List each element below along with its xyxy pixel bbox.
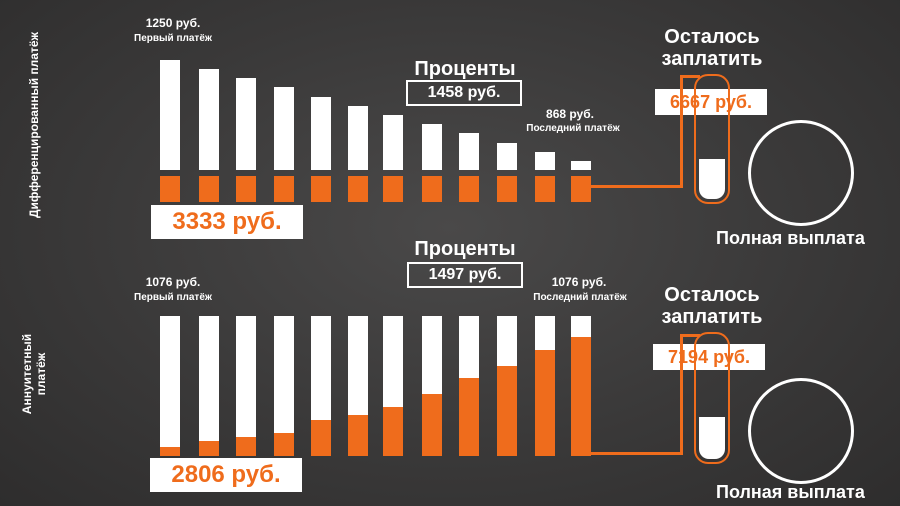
bottom-principal-bar <box>160 447 180 456</box>
top-last-payment-value: 868 руб. <box>546 107 594 121</box>
annuity-section-label: Аннуитетный платёж <box>20 333 48 415</box>
top-connector-h1 <box>590 185 682 188</box>
top-last-payment-label: Последний платёж <box>526 123 620 134</box>
bottom-principal-bar <box>383 407 403 456</box>
top-principal-bar <box>348 176 368 202</box>
bottom-principal-bar <box>571 336 591 456</box>
bottom-principal-bar <box>199 440 219 456</box>
top-principal-bar <box>236 176 256 202</box>
top-interest-bar <box>535 151 555 170</box>
top-interest-bar <box>160 60 180 170</box>
top-remaining-title: Осталось заплатить <box>661 26 763 70</box>
bottom-interest-bar <box>348 316 368 415</box>
top-principal-badge: 3333 руб. <box>151 205 303 239</box>
top-tube-fill <box>699 159 725 199</box>
bottom-principal-bar <box>311 420 331 456</box>
top-interest-bar <box>497 142 517 170</box>
top-interest-bar <box>199 68 219 170</box>
bottom-interest-value: 1497 руб. <box>407 262 523 288</box>
top-full-payment-circle <box>748 120 854 226</box>
top-interest-bar <box>422 124 442 170</box>
top-interest-bar <box>459 133 479 170</box>
bottom-remaining-tube <box>694 332 730 464</box>
bottom-principal-bar <box>422 394 442 456</box>
bottom-interest-bar <box>535 316 555 351</box>
top-full-payment-label: Полная выплата <box>716 228 865 248</box>
top-connector-v <box>680 75 683 188</box>
top-interest-bar <box>274 87 294 170</box>
bottom-principal-bar <box>535 350 555 456</box>
bottom-interest-bar <box>160 316 180 448</box>
bottom-principal-bar <box>274 433 294 456</box>
top-principal-bar <box>199 176 219 202</box>
top-interest-bar <box>348 105 368 170</box>
bottom-first-payment-label: Первый платёж <box>134 292 212 303</box>
bottom-interest-bar <box>571 316 591 337</box>
bottom-interest-bar <box>459 316 479 379</box>
top-connector-h2 <box>680 75 700 78</box>
bottom-interest-bar <box>199 316 219 441</box>
bottom-connector-h2 <box>680 334 700 337</box>
bottom-connector-h1 <box>590 452 682 455</box>
bottom-tube-fill <box>699 417 725 459</box>
differentiated-section-label: Дифференцированный платёж <box>27 31 41 219</box>
top-principal-bar <box>459 176 479 202</box>
bottom-interest-title: Проценты <box>414 238 516 260</box>
bottom-principal-bar <box>459 378 479 456</box>
bottom-interest-bar <box>497 316 517 366</box>
bottom-remaining-title: Осталось заплатить <box>661 284 763 328</box>
bottom-interest-bar <box>274 316 294 434</box>
top-principal-bar <box>571 176 591 202</box>
bottom-interest-bar <box>383 316 403 408</box>
bottom-principal-bar <box>348 414 368 456</box>
top-principal-bar <box>160 176 180 202</box>
bottom-last-payment-label: Последний платёж <box>533 292 627 303</box>
top-principal-bar <box>422 176 442 202</box>
top-principal-bar <box>535 176 555 202</box>
bottom-full-payment-label: Полная выплата <box>716 482 865 502</box>
top-principal-bar <box>383 176 403 202</box>
bottom-interest-bar <box>236 316 256 438</box>
top-interest-bar <box>311 96 331 170</box>
bottom-interest-bar <box>311 316 331 421</box>
bottom-principal-badge: 2806 руб. <box>150 458 302 492</box>
top-interest-bar <box>383 115 403 170</box>
bottom-connector-v <box>680 334 683 455</box>
bottom-last-payment-value: 1076 руб. <box>551 275 607 289</box>
top-first-payment-value: 1250 руб. <box>145 16 201 30</box>
top-remaining-tube <box>694 74 730 204</box>
top-first-payment-label: Первый платёж <box>134 33 212 44</box>
top-interest-value: 1458 руб. <box>406 80 522 106</box>
bottom-principal-bar <box>497 365 517 456</box>
top-interest-bar <box>236 78 256 170</box>
top-interest-bar <box>571 160 591 170</box>
top-principal-bar <box>497 176 517 202</box>
bottom-interest-bar <box>422 316 442 395</box>
bottom-first-payment-value: 1076 руб. <box>145 275 201 289</box>
top-principal-bar <box>274 176 294 202</box>
bottom-full-payment-circle <box>748 378 854 484</box>
top-interest-title: Проценты <box>414 58 516 80</box>
top-principal-bar <box>311 176 331 202</box>
top-remaining-value: 6667 руб. <box>655 89 767 115</box>
bottom-principal-bar <box>236 437 256 456</box>
